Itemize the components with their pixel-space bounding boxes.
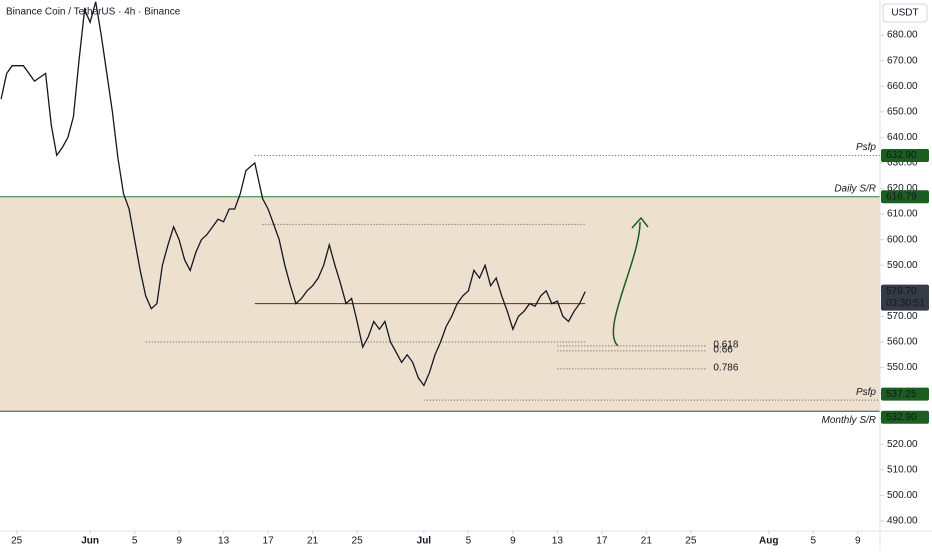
x-tick-label: 9 bbox=[176, 536, 182, 547]
last-price-badge bbox=[881, 284, 929, 311]
y-tick-label: 500.00 bbox=[887, 490, 918, 501]
x-tick-label: 9 bbox=[855, 536, 861, 547]
currency-label[interactable]: USDT bbox=[891, 8, 918, 19]
x-tick-label: Jun bbox=[81, 536, 99, 547]
price-badge-label: 632.90 bbox=[886, 150, 917, 161]
x-tick-label: 25 bbox=[11, 536, 23, 547]
y-tick-label: 620.00 bbox=[887, 183, 918, 194]
fib-label: 0.618 bbox=[713, 339, 738, 350]
y-tick-label: 490.00 bbox=[887, 516, 918, 527]
price-badge bbox=[881, 410, 929, 424]
price-badge bbox=[881, 387, 929, 401]
y-tick-label: 610.00 bbox=[887, 209, 918, 220]
y-tick-label: 570.00 bbox=[887, 311, 918, 322]
x-tick-label: Aug bbox=[759, 536, 778, 547]
y-tick-label: 680.00 bbox=[887, 30, 918, 41]
y-tick-label: 550.00 bbox=[887, 362, 918, 373]
price-badge-label: 537.25 bbox=[886, 389, 917, 400]
x-tick-label: 5 bbox=[810, 536, 816, 547]
currency-button[interactable] bbox=[882, 3, 928, 23]
y-tick-label: 520.00 bbox=[887, 439, 918, 450]
y-tick-label: 600.00 bbox=[887, 234, 918, 245]
fib-label: 0.786 bbox=[713, 362, 738, 373]
y-tick-label: 660.00 bbox=[887, 81, 918, 92]
arrow-head bbox=[631, 216, 649, 229]
x-tick-label: 21 bbox=[641, 536, 653, 547]
x-tick-label: 9 bbox=[510, 536, 516, 547]
x-tick-label: 25 bbox=[685, 536, 697, 547]
y-tick-label: 590.00 bbox=[887, 260, 918, 271]
x-tick-label: 5 bbox=[132, 536, 138, 547]
x-tick-label: 5 bbox=[466, 536, 472, 547]
y-tick-label: 650.00 bbox=[887, 106, 918, 117]
x-tick-label: 25 bbox=[352, 536, 364, 547]
x-tick-label: 17 bbox=[596, 536, 608, 547]
arrow bbox=[612, 221, 641, 347]
last-price-label: 579.70 bbox=[886, 286, 917, 297]
price-line bbox=[0, 1, 586, 387]
countdown: 03:30:51 bbox=[886, 298, 925, 309]
x-tick-label: 13 bbox=[552, 536, 564, 547]
level-label: Psfp bbox=[856, 142, 876, 153]
level-label: Psfp bbox=[856, 387, 876, 398]
y-tick-label: 630.00 bbox=[887, 158, 918, 169]
y-tick-label: 640.00 bbox=[887, 132, 918, 143]
chart-title: Binance Coin / TetherUS · 4h · Binance bbox=[6, 7, 181, 18]
x-tick-label: Jul bbox=[417, 536, 432, 547]
level-label: Daily S/R bbox=[834, 183, 876, 194]
x-tick-label: 13 bbox=[218, 536, 230, 547]
y-tick-label: 670.00 bbox=[887, 55, 918, 66]
x-tick-label: 21 bbox=[307, 536, 319, 547]
fib-label: 0.66 bbox=[713, 345, 733, 356]
y-tick-label: 560.00 bbox=[887, 337, 918, 348]
price-badge bbox=[881, 149, 929, 163]
x-tick-label: 17 bbox=[263, 536, 275, 547]
y-tick-label: 510.00 bbox=[887, 465, 918, 476]
level-label: Monthly S/R bbox=[822, 415, 876, 426]
price-badge-label: 532.90 bbox=[886, 412, 917, 423]
price-badge-label: 616.79 bbox=[886, 191, 917, 202]
price-badge bbox=[881, 190, 929, 204]
